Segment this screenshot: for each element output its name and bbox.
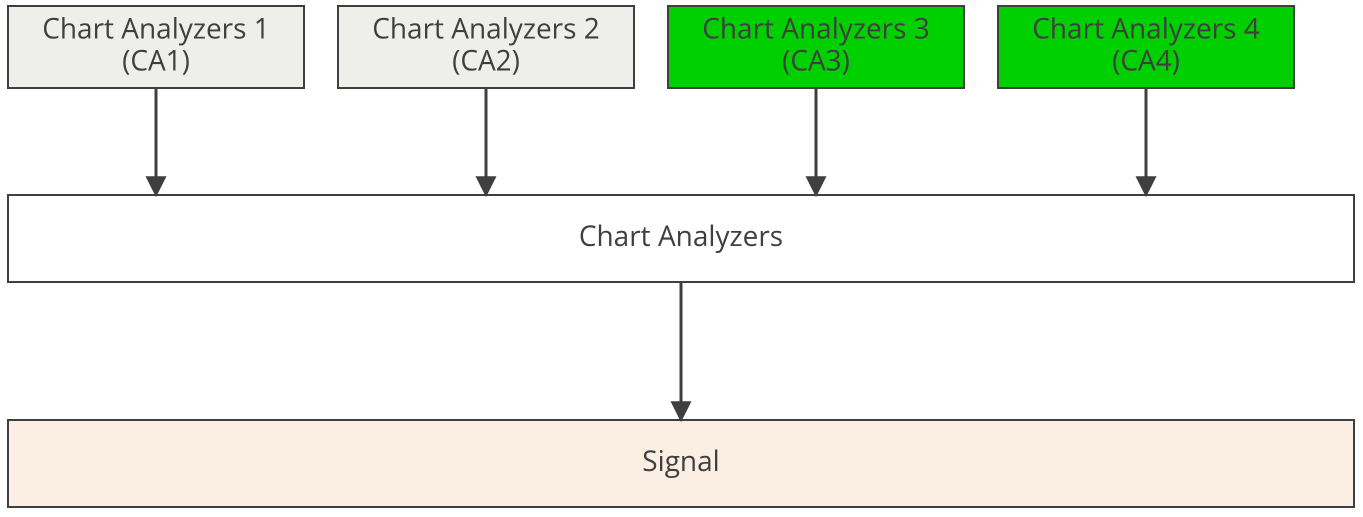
node-ca2-label: (CA2) — [452, 42, 520, 80]
node-analyzers: Chart Analyzers — [8, 195, 1354, 282]
node-ca3-label: (CA3) — [782, 42, 850, 80]
node-ca4-label: (CA4) — [1112, 42, 1180, 80]
node-ca2: Chart Analyzers 2(CA2) — [338, 6, 634, 88]
node-ca4: Chart Analyzers 4(CA4) — [998, 6, 1294, 88]
flowchart-canvas: Chart Analyzers 1(CA1) Chart Analyzers 2(… — [0, 0, 1363, 517]
node-signal: Signal — [8, 420, 1354, 507]
node-analyzers-label: Chart Analyzers — [579, 217, 783, 255]
node-ca1: Chart Analyzers 1(CA1) — [8, 6, 304, 88]
node-ca3: Chart Analyzers 3(CA3) — [668, 6, 964, 88]
node-signal-label: Signal — [642, 442, 719, 480]
node-ca1-label: (CA1) — [122, 42, 190, 80]
